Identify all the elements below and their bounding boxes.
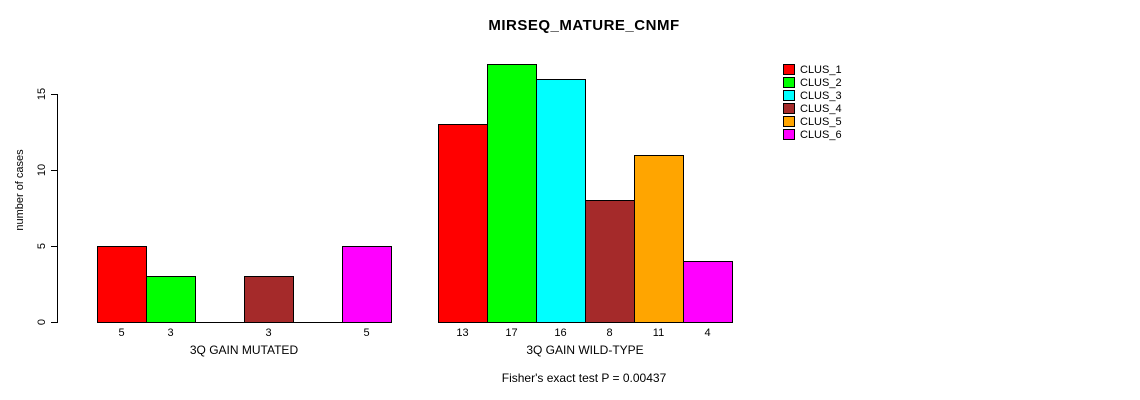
bar-value-label: 5 xyxy=(118,327,125,339)
y-axis-tick xyxy=(51,94,58,95)
bar-value-label: 16 xyxy=(554,327,567,339)
legend-label: CLUS_6 xyxy=(800,128,842,141)
chart-title: MIRSEQ_MATURE_CNMF xyxy=(488,17,680,34)
legend-color-swatch xyxy=(783,77,795,88)
bar xyxy=(683,261,733,323)
bar-value-label: 3 xyxy=(265,327,272,339)
bar xyxy=(195,322,245,323)
bar xyxy=(487,64,537,323)
y-axis-tick xyxy=(51,246,58,247)
legend-label: CLUS_1 xyxy=(800,63,842,76)
y-axis-label: number of cases xyxy=(14,149,26,231)
bar-value-label: 3 xyxy=(167,327,174,339)
y-axis-tick-label: 5 xyxy=(36,242,48,250)
legend-color-swatch xyxy=(783,116,795,127)
legend-label: CLUS_2 xyxy=(800,76,842,89)
legend-item: CLUS_3 xyxy=(783,89,842,102)
legend-color-swatch xyxy=(783,90,795,101)
legend-label: CLUS_4 xyxy=(800,102,842,115)
legend-label: CLUS_3 xyxy=(800,89,842,102)
legend-label: CLUS_5 xyxy=(800,115,842,128)
y-axis-tick-label: 15 xyxy=(36,87,48,101)
y-axis-tick-label: 10 xyxy=(36,163,48,177)
legend-color-swatch xyxy=(783,64,795,75)
y-axis-tick-label: 0 xyxy=(36,318,48,326)
bar xyxy=(244,276,294,323)
legend-color-swatch xyxy=(783,129,795,140)
legend-color-swatch xyxy=(783,103,795,114)
legend-item: CLUS_6 xyxy=(783,128,842,141)
bar xyxy=(146,276,196,323)
bar-value-label: 4 xyxy=(704,327,711,339)
bar xyxy=(293,322,343,323)
bar-value-label: 5 xyxy=(363,327,370,339)
bar xyxy=(634,155,684,323)
bar xyxy=(97,246,147,323)
legend-item: CLUS_5 xyxy=(783,115,842,128)
bar-value-label: 17 xyxy=(505,327,518,339)
y-axis-tick xyxy=(51,170,58,171)
bar xyxy=(342,246,392,323)
bar xyxy=(585,200,635,323)
bar-value-label: 11 xyxy=(652,327,665,339)
bar xyxy=(438,124,488,323)
bar-value-label: 8 xyxy=(606,327,613,339)
legend-item: CLUS_4 xyxy=(783,102,842,115)
x-group-label: 3Q GAIN WILD-TYPE xyxy=(526,343,644,357)
bar xyxy=(536,79,586,323)
y-axis-line xyxy=(57,94,58,323)
legend-item: CLUS_1 xyxy=(783,63,842,76)
y-axis-tick xyxy=(51,322,58,323)
x-group-label: 3Q GAIN MUTATED xyxy=(189,343,299,357)
legend-item: CLUS_2 xyxy=(783,76,842,89)
bar-value-label: 13 xyxy=(456,327,469,339)
fisher-test-annotation: Fisher's exact test P = 0.00437 xyxy=(501,371,667,385)
